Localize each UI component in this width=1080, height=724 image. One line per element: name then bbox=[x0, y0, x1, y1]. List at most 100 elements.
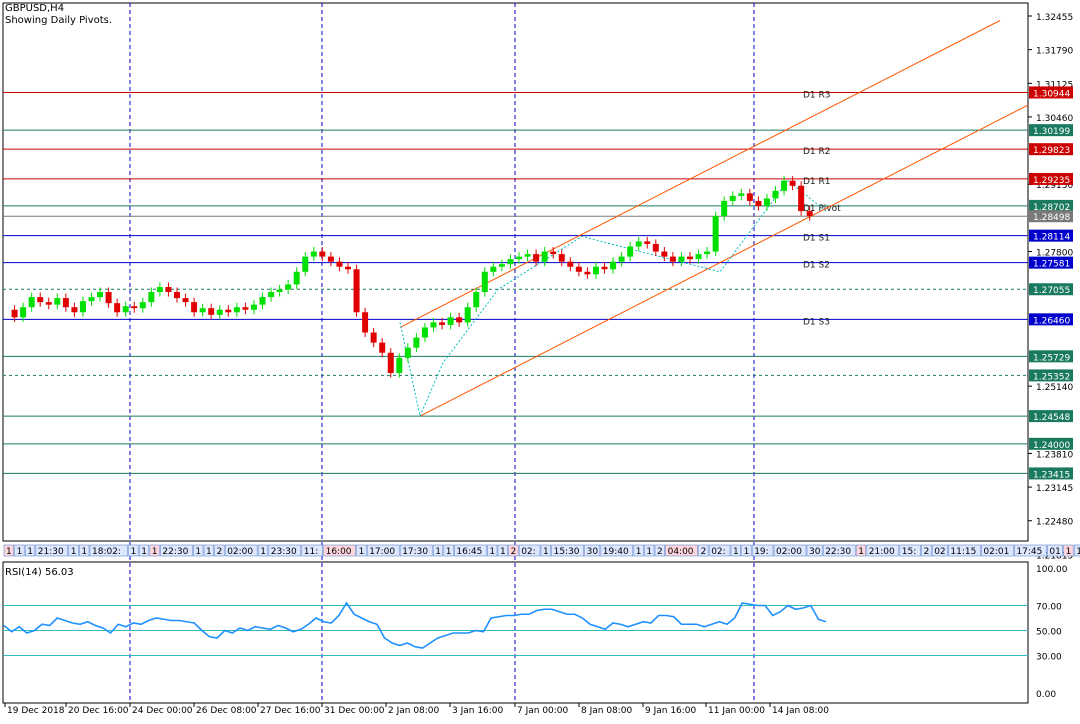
time-chip-box bbox=[203, 544, 214, 557]
candle-body bbox=[738, 193, 745, 196]
rsi-tick-label-3: 30.00 bbox=[1036, 653, 1062, 663]
time-chip-box bbox=[79, 544, 90, 557]
price-tick-label-7: 1.23810 bbox=[1036, 450, 1073, 460]
candle-body bbox=[131, 306, 138, 309]
price-tick-label-1: 1.31790 bbox=[1036, 47, 1073, 57]
rsi-tick-label-2: 50.00 bbox=[1036, 628, 1062, 638]
level-tag-7: 1.27581 bbox=[1033, 260, 1070, 270]
candle-body bbox=[644, 241, 651, 244]
x-label-11: 11 Jan 00:00 bbox=[708, 706, 765, 716]
candle-body bbox=[148, 292, 155, 303]
candle-body bbox=[11, 309, 18, 318]
candle-body bbox=[276, 289, 283, 293]
time-chip-17: 11: bbox=[304, 547, 318, 557]
time-chip-box bbox=[654, 544, 665, 557]
rsi-tick-label-0: 100.00 bbox=[1036, 565, 1068, 575]
time-chip-box bbox=[806, 544, 823, 557]
candle-body bbox=[721, 200, 728, 217]
level-tag-box bbox=[1029, 350, 1073, 363]
candle-body bbox=[661, 251, 668, 257]
candle-body bbox=[379, 342, 386, 353]
level-tag-box bbox=[1029, 313, 1073, 326]
candle-body bbox=[285, 284, 292, 290]
time-chip-10: 22:30 bbox=[162, 547, 188, 557]
level-tag-box bbox=[1029, 369, 1073, 382]
candle-body bbox=[387, 352, 394, 373]
candle-body bbox=[627, 246, 634, 257]
candle-body bbox=[541, 251, 548, 262]
candle-body bbox=[498, 264, 505, 267]
time-chip-49: 02 bbox=[934, 547, 945, 557]
level-tag-box bbox=[1029, 229, 1073, 242]
time-chip-box bbox=[708, 544, 731, 557]
pivot-label-d1-pivot: D1 Pivot bbox=[803, 204, 841, 214]
candle-body bbox=[755, 200, 762, 207]
candle-body bbox=[268, 292, 275, 298]
time-chip-40: 1 bbox=[744, 547, 750, 557]
x-label-4: 27 Dec 16:00 bbox=[260, 706, 321, 716]
rsi-line bbox=[3, 601, 827, 649]
x-label-5: 31 Dec 00:00 bbox=[324, 706, 385, 716]
time-chip-box bbox=[540, 544, 551, 557]
time-chip-box bbox=[301, 544, 323, 557]
time-chip-box bbox=[1073, 544, 1080, 557]
level-tag-box bbox=[1029, 199, 1073, 212]
candle-body bbox=[447, 317, 454, 325]
time-chip-5: 1 bbox=[81, 547, 87, 557]
candle-body bbox=[592, 266, 599, 275]
level-tag-3: 1.29235 bbox=[1033, 176, 1070, 186]
rsi-pane-border bbox=[2, 561, 1029, 704]
candle-body bbox=[524, 254, 531, 257]
indicator-subtitle: Showing Daily Pivots. bbox=[5, 15, 113, 26]
time-chip-box bbox=[1014, 544, 1047, 557]
candle-body bbox=[259, 297, 266, 305]
time-chip-box bbox=[24, 544, 36, 557]
candle-body bbox=[712, 216, 719, 252]
price-tick-label-3: 1.30460 bbox=[1036, 114, 1073, 124]
time-chip-box bbox=[665, 544, 698, 557]
candle-body bbox=[54, 298, 61, 305]
candle-body bbox=[678, 256, 685, 262]
level-tag-0: 1.30944 bbox=[1033, 89, 1070, 99]
candle-body bbox=[464, 307, 471, 323]
level-tag-8: 1.27055 bbox=[1033, 286, 1070, 296]
time-chip-51: 02:01 bbox=[983, 547, 1009, 557]
candle-body bbox=[97, 292, 104, 298]
time-chip-54: 1 bbox=[1066, 547, 1072, 557]
time-chip-36: 04:00 bbox=[668, 547, 694, 557]
candle-body bbox=[575, 266, 582, 272]
time-chip-box bbox=[584, 544, 601, 557]
candle-body bbox=[798, 185, 805, 212]
level-tag-1: 1.30199 bbox=[1033, 127, 1070, 137]
candle-body bbox=[242, 307, 249, 310]
time-chip-33: 1 bbox=[636, 547, 642, 557]
x-label-1: 20 Dec 16:00 bbox=[68, 706, 129, 716]
time-chip-21: 17:30 bbox=[402, 547, 428, 557]
candle-body bbox=[156, 286, 163, 293]
price-tick-label-10: 1.21815 bbox=[1036, 551, 1073, 561]
x-label-2: 24 Dec 00:00 bbox=[132, 706, 193, 716]
pivot-label-d1-r3: D1 R3 bbox=[803, 90, 831, 100]
x-label-9: 8 Jan 08:00 bbox=[581, 706, 633, 716]
time-chip-3: 21:30 bbox=[38, 547, 64, 557]
time-chip-box bbox=[399, 544, 433, 557]
price-tick-label-0: 1.32455 bbox=[1036, 13, 1073, 23]
time-chip-25: 1 bbox=[489, 547, 495, 557]
time-chip-box bbox=[698, 544, 709, 557]
time-chip-box bbox=[644, 544, 655, 557]
pivot-label-d1-r2: D1 R2 bbox=[803, 147, 831, 157]
pivot-label-d1-r1: D1 R1 bbox=[803, 177, 831, 187]
channel-upper-line bbox=[399, 20, 1001, 328]
time-chip-42: 02:00 bbox=[776, 547, 802, 557]
candle-body bbox=[139, 302, 146, 309]
candle-body bbox=[507, 259, 514, 265]
time-chip-14: 02:00 bbox=[227, 547, 253, 557]
time-chip-16: 23:30 bbox=[271, 547, 297, 557]
pivot-label-d1-s1: D1 S1 bbox=[803, 234, 830, 244]
time-chip-box bbox=[822, 544, 856, 557]
time-chip-9: 1 bbox=[152, 547, 158, 557]
candle-body bbox=[687, 256, 693, 260]
time-chip-53: 01 bbox=[1049, 547, 1060, 557]
